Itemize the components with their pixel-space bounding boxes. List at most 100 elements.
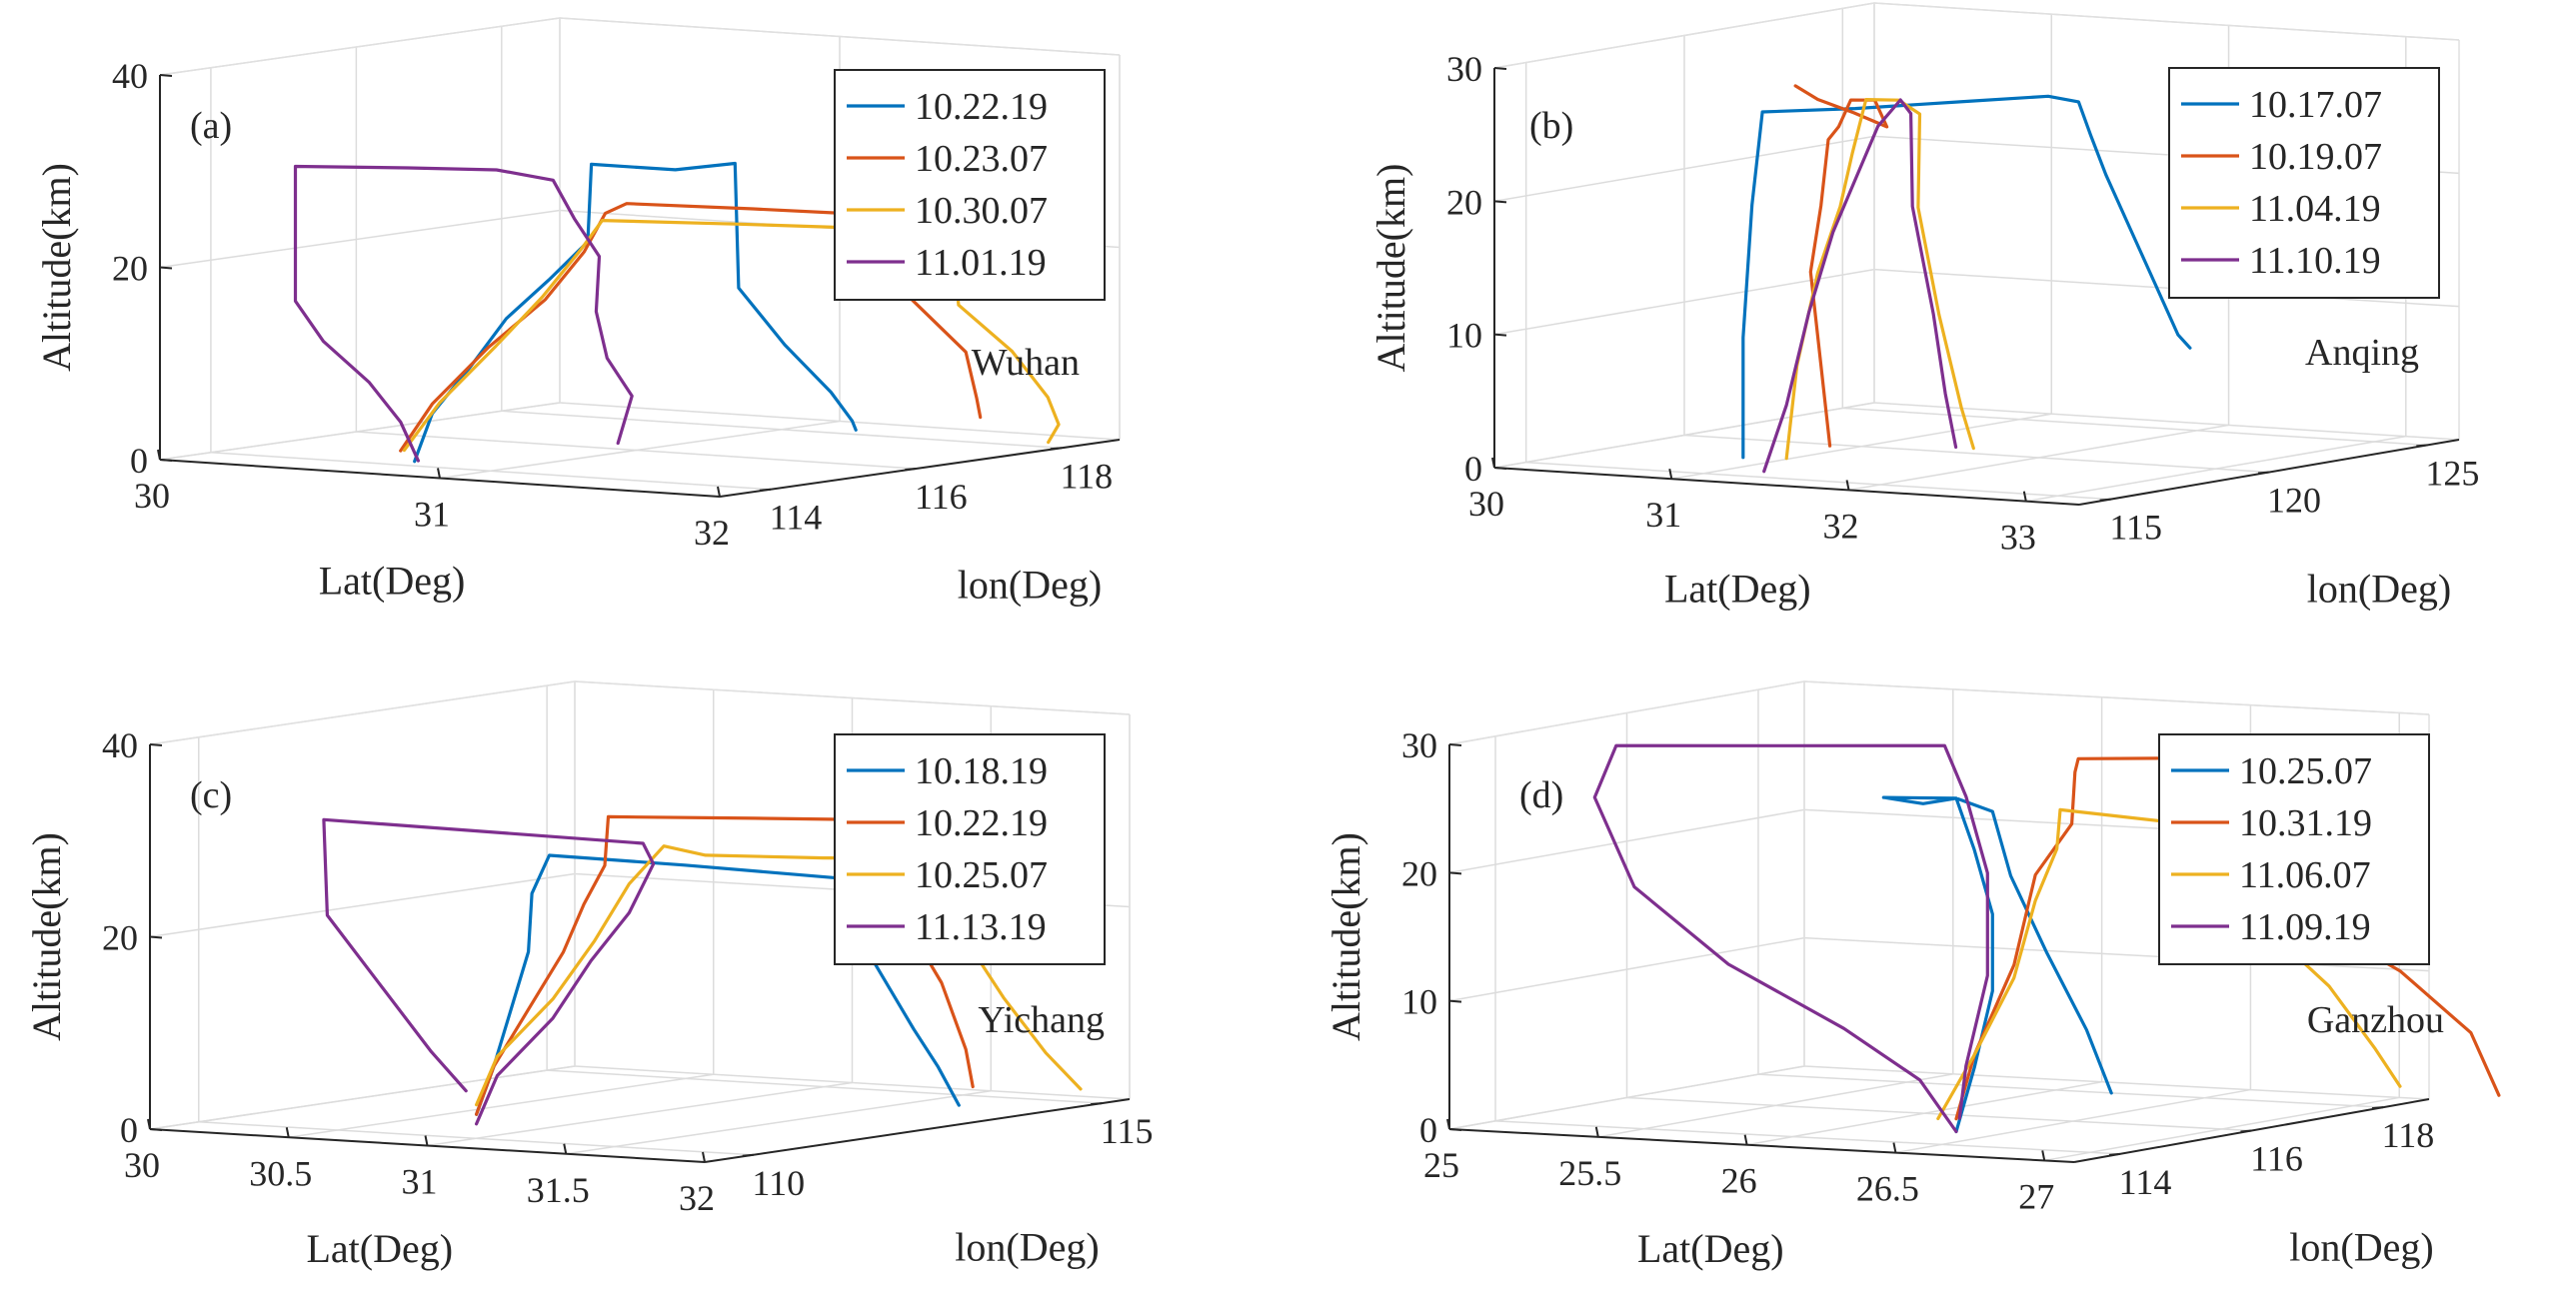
box-edge [1493, 2, 1875, 69]
altitude-tick-label: 10 [1446, 316, 1482, 356]
floor-grid-line [1842, 407, 2428, 447]
lat-axis-label: Lat(Deg) [1637, 1226, 1784, 1271]
legend-entry-label: 10.18.19 [915, 750, 1048, 792]
back-wall-grid-line [1803, 936, 2430, 972]
lon-tick-mark [905, 468, 917, 472]
altitude-tick-mark [1493, 467, 1507, 470]
back-wall-grid-line [559, 402, 1121, 441]
legend-entry-label: 10.19.07 [2249, 136, 2382, 178]
box-edge [1873, 2, 2460, 41]
lat-tick-mark [2022, 491, 2027, 502]
trace-10-22-19 [475, 814, 975, 1116]
panel-tag: (d) [1519, 774, 1563, 816]
lat-tick-label: 25 [1423, 1145, 1459, 1185]
legend-entry-label: 11.06.07 [2239, 854, 2371, 896]
floor-grid-line [439, 420, 841, 480]
floor-grid-line [566, 1090, 992, 1155]
lon-tick-mark [2257, 471, 2270, 475]
lat-axis-line [1448, 1128, 2075, 1163]
lon-tick-mark [2240, 1129, 2252, 1133]
lon-tick-label: 118 [1060, 456, 1113, 496]
station-name: Yichang [978, 999, 1105, 1041]
lon-tick-mark [2099, 498, 2111, 502]
lat-axis-label: Lat(Deg) [1664, 567, 1811, 612]
lon-axis-line [704, 1098, 1131, 1163]
station-name: Anqing [2305, 332, 2419, 374]
trace-11-04-19 [1784, 98, 1975, 461]
box-edge [149, 680, 576, 745]
altitude-tick-label: 20 [102, 918, 138, 958]
trace-11-13-19 [322, 817, 656, 1126]
lat-tick-label: 27 [2018, 1176, 2054, 1216]
lat-tick-mark [1491, 457, 1495, 469]
lon-tick-label: 125 [2425, 453, 2479, 493]
lat-tick-label: 30.5 [249, 1153, 312, 1193]
altitude-tick-label: 30 [1446, 49, 1482, 89]
lat-tick-mark [437, 468, 441, 479]
altitude-tick-label: 40 [112, 56, 148, 96]
legend-entry-label: 10.23.07 [915, 138, 1048, 180]
lon-axis-label: lon(Deg) [955, 1225, 1099, 1270]
lat-tick-label: 25.5 [1558, 1153, 1621, 1193]
floor-grid-line [210, 451, 771, 491]
lon-axis-label: lon(Deg) [2289, 1225, 2433, 1270]
floor-grid-line [1757, 1073, 2384, 1108]
lat-axis-line [1493, 467, 2080, 506]
altitude-tick-mark [159, 459, 173, 462]
altitude-axis-label: Altitude(km) [24, 832, 69, 1041]
lon-tick-label: 114 [2119, 1162, 2172, 1202]
lat-tick-mark [563, 1143, 568, 1154]
legend: 10.17.07 10.19.07 11.04.19 11.10.19 [2168, 67, 2440, 299]
legend-entry-label: 10.22.19 [915, 802, 1048, 844]
lon-tick-mark [742, 1153, 754, 1157]
side-wall-grid-line [1448, 1065, 1805, 1130]
side-wall-grid-line [1448, 936, 1805, 1002]
legend: 10.25.07 10.31.19 11.06.07 11.09.19 [2158, 733, 2430, 965]
altitude-tick-mark [159, 266, 173, 270]
lat-tick-label: 31 [414, 495, 450, 535]
trace-11-06-07 [1936, 806, 2402, 1121]
panel-tag: (c) [190, 774, 232, 816]
lat-tick-label: 26.5 [1856, 1169, 1919, 1209]
side-wall-grid-line [149, 1065, 576, 1130]
lat-tick-mark [1892, 1142, 1897, 1153]
lat-tick-label: 32 [1823, 506, 1859, 546]
lat-tick-mark [147, 1118, 151, 1130]
lon-tick-label: 114 [770, 498, 823, 538]
altitude-tick-mark [1493, 67, 1507, 70]
altitude-tick-label: 40 [102, 725, 138, 765]
side-wall-grid-line [1493, 135, 1875, 203]
legend-entry-label: 11.10.19 [2249, 240, 2381, 282]
lat-tick-mark [1743, 1134, 1748, 1145]
lon-tick-label: 110 [752, 1163, 805, 1203]
trace-10-22-19 [413, 161, 858, 464]
lat-tick-mark [1845, 480, 1850, 491]
side-wall-grid-line [159, 402, 561, 461]
altitude-tick-label: 0 [130, 441, 148, 481]
lat-tick-label: 31 [402, 1162, 438, 1202]
altitude-tick-label: 20 [1446, 182, 1482, 222]
altitude-tick-mark [1448, 871, 1462, 875]
box-edge [559, 17, 1121, 56]
trace-10-23-07 [399, 200, 983, 453]
lat-tick-label: 31.5 [527, 1170, 590, 1210]
lon-axis-label: lon(Deg) [2307, 567, 2451, 612]
floor-grid-line [1683, 434, 2270, 474]
altitude-tick-mark [149, 1128, 163, 1131]
box-edge [574, 680, 1131, 715]
lat-tick-mark [702, 1151, 706, 1163]
altitude-axis-label: Altitude(km) [1368, 164, 1413, 373]
floor-grid-line [288, 1073, 714, 1138]
lat-tick-label: 32 [694, 513, 730, 553]
lon-axis-label: lon(Deg) [958, 563, 1102, 608]
trace-10-18-19 [475, 853, 961, 1116]
legend-entry-label: 11.13.19 [915, 906, 1047, 948]
trace-10-25-07 [475, 844, 1083, 1107]
floor-grid-line [547, 1069, 1103, 1104]
floor-grid-line [198, 1121, 754, 1156]
trace-11-09-19 [1592, 743, 1989, 1134]
floor-grid-line [1525, 461, 2111, 501]
lat-tick-label: 31 [1645, 495, 1681, 535]
legend-entry-label: 10.25.07 [2239, 750, 2372, 792]
